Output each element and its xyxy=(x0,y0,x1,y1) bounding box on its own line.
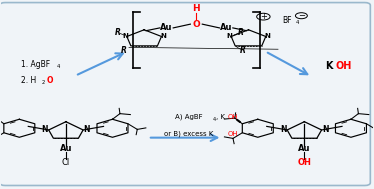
Text: N: N xyxy=(322,125,329,134)
FancyBboxPatch shape xyxy=(0,3,370,185)
Text: K: K xyxy=(325,61,332,71)
Text: N: N xyxy=(42,125,48,134)
Text: R: R xyxy=(237,28,243,37)
Text: , K: , K xyxy=(216,114,225,120)
Text: N: N xyxy=(265,33,270,40)
Text: OH: OH xyxy=(335,61,352,71)
Text: 2: 2 xyxy=(42,80,45,85)
Text: 4: 4 xyxy=(296,20,300,25)
Text: N: N xyxy=(122,33,128,40)
Text: N: N xyxy=(160,33,166,40)
Text: OH: OH xyxy=(227,114,238,120)
Text: H: H xyxy=(193,4,200,13)
Text: or B) excess K: or B) excess K xyxy=(164,131,214,137)
Text: R: R xyxy=(240,46,246,55)
Text: Au: Au xyxy=(220,23,232,32)
Text: R: R xyxy=(114,28,120,37)
Text: N: N xyxy=(280,125,287,134)
Text: 4: 4 xyxy=(212,117,215,122)
Text: R: R xyxy=(120,46,126,55)
Text: Au: Au xyxy=(59,144,72,153)
Text: −: − xyxy=(298,11,305,20)
Text: BF: BF xyxy=(282,16,291,25)
Text: +: + xyxy=(260,12,267,21)
Text: N: N xyxy=(84,125,90,134)
Text: OH: OH xyxy=(297,158,311,167)
Text: 2. H: 2. H xyxy=(21,76,36,85)
Text: Au: Au xyxy=(160,23,173,32)
Text: A) AgBF: A) AgBF xyxy=(175,114,203,120)
Text: O: O xyxy=(193,20,200,29)
Text: Cl: Cl xyxy=(62,158,70,167)
Text: 1. AgBF: 1. AgBF xyxy=(21,60,50,69)
Text: N: N xyxy=(226,33,232,40)
Text: OH: OH xyxy=(228,131,239,137)
Text: 4: 4 xyxy=(57,64,60,69)
Text: O: O xyxy=(46,76,53,85)
Text: Au: Au xyxy=(298,144,311,153)
